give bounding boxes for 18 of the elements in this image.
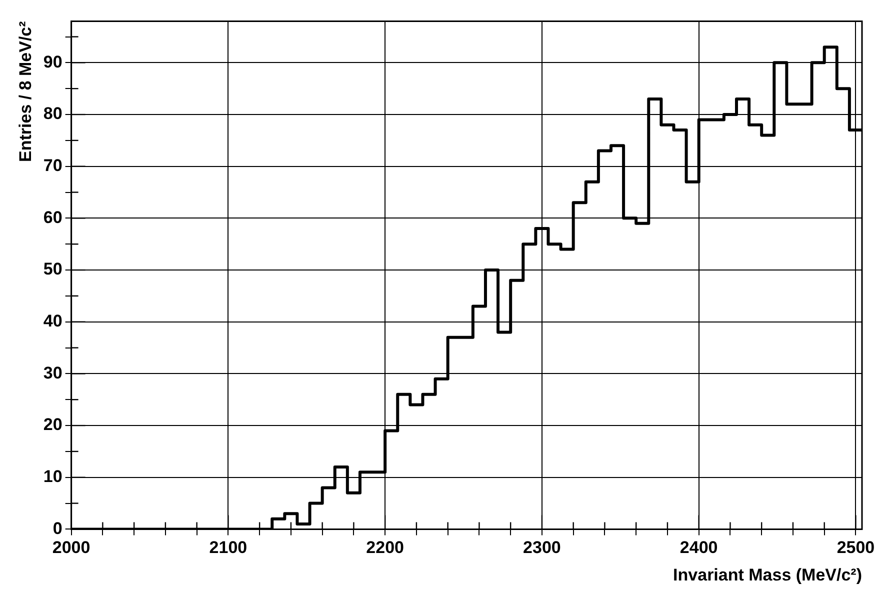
y-tick-label: 20 (43, 415, 62, 434)
y-tick-label: 0 (52, 518, 62, 538)
x-axis-title: Invariant Mass (MeV/c²) (673, 565, 862, 584)
y-tick-label: 60 (43, 208, 62, 227)
x-tick-label: 2400 (680, 538, 718, 558)
x-tick-label: 2100 (209, 538, 248, 558)
x-tick-label: 2200 (366, 538, 404, 558)
y-tick-label: 50 (43, 260, 62, 279)
y-tick-label: 10 (43, 467, 62, 486)
y-tick-label: 30 (43, 363, 62, 382)
x-tick-label: 2500 (836, 538, 875, 558)
y-axis-title: Entries / 8 MeV/c² (16, 20, 35, 162)
y-tick-label: 70 (43, 156, 62, 176)
y-tick-label: 90 (43, 52, 62, 72)
y-tick-label: 80 (43, 104, 62, 124)
x-tick-label: 2000 (52, 538, 90, 558)
y-tick-label: 40 (43, 312, 62, 331)
x-tick-label: 2300 (523, 538, 561, 558)
